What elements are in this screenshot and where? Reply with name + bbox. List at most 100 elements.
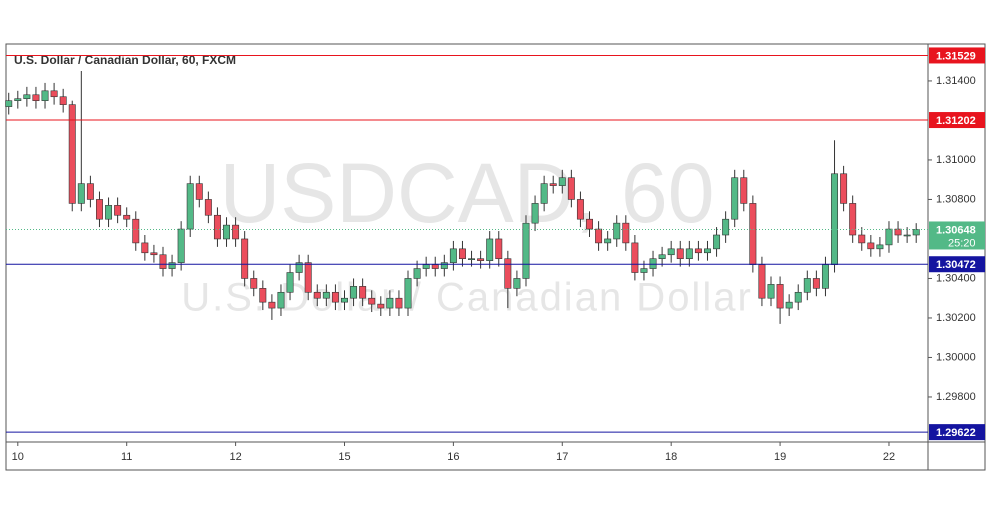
candle-body (259, 288, 267, 303)
candle-body (105, 205, 113, 220)
candle-body (694, 248, 702, 254)
candle-body (331, 291, 339, 303)
y-tick-label: 1.31000 (936, 154, 976, 166)
candle-body (522, 222, 530, 279)
candle-body (767, 284, 775, 299)
candle-body (5, 100, 13, 107)
candle-body (540, 183, 548, 204)
candle-body (676, 248, 684, 260)
candle-body (150, 252, 158, 256)
candle-body (404, 278, 412, 309)
candle-body (803, 278, 811, 293)
candle-body (186, 183, 194, 230)
x-tick-label: 11 (121, 451, 132, 463)
candle-body (486, 238, 494, 261)
candle-body (77, 183, 85, 204)
candle-body (595, 228, 603, 244)
candle-body (386, 297, 394, 309)
candle-body (504, 258, 512, 289)
candle-body (14, 98, 22, 101)
x-tick-label: 22 (883, 451, 895, 463)
candle-body (894, 228, 902, 236)
candle-body (440, 262, 448, 269)
candle-body (531, 203, 539, 224)
candle-body (204, 199, 212, 216)
candle-body (613, 222, 621, 240)
candle-body (50, 90, 58, 98)
candle-body (458, 248, 466, 260)
candle-body (549, 183, 557, 186)
candle-body (132, 218, 140, 244)
candle-body (722, 218, 730, 236)
candle-body (667, 248, 675, 256)
candle-body (68, 104, 76, 204)
candle-body (477, 258, 485, 261)
candle-body (749, 203, 757, 265)
x-tick-label: 18 (665, 451, 677, 463)
candle-body (858, 234, 866, 244)
candle-body (32, 94, 40, 101)
candle-body (277, 291, 285, 309)
countdown: 25:20 (948, 237, 976, 249)
x-tick-label: 17 (556, 451, 568, 463)
plot (5, 71, 920, 324)
candle-body (840, 173, 848, 204)
candle-body (422, 264, 430, 269)
candle-body (95, 199, 103, 220)
candle-body (876, 244, 884, 250)
candle-body (576, 199, 584, 220)
candle-body (232, 224, 240, 240)
candle-body (812, 278, 820, 289)
candle-body (912, 229, 920, 236)
candle-body (586, 218, 593, 230)
candle-body (23, 94, 31, 100)
candle-body (268, 301, 276, 309)
candle-body (885, 228, 893, 246)
candle-body (350, 286, 358, 299)
candle-body (604, 238, 612, 244)
candle-body (713, 234, 721, 250)
candle-body (368, 297, 376, 305)
current-price-box (929, 221, 985, 250)
watermark-subtitle: U.S. Dollar / Canadian Dollar (181, 276, 753, 320)
candle-body (903, 234, 911, 237)
candle-body (831, 173, 839, 265)
y-tick-label: 1.30800 (936, 193, 976, 205)
candle-body (631, 242, 639, 273)
candle-body (731, 177, 739, 220)
candle-body (567, 177, 575, 200)
candle-body (304, 262, 312, 293)
y-tick-label: 1.30200 (936, 312, 976, 324)
candle-body (821, 264, 829, 289)
candle-body (195, 183, 203, 200)
price-label: 1.30472 (936, 259, 976, 271)
candle-body (59, 96, 67, 105)
y-tick-label: 1.30400 (936, 272, 976, 284)
candle-body (640, 268, 648, 273)
candle-body (685, 248, 693, 260)
candle-body (377, 303, 385, 309)
candle-body (223, 224, 230, 240)
candle-body (213, 214, 221, 240)
candle-body (295, 262, 303, 273)
candle-body (658, 254, 666, 260)
price-label: 1.29622 (936, 427, 976, 439)
y-tick-label: 1.30000 (936, 351, 976, 363)
candle-body (558, 177, 566, 186)
candle-body (413, 268, 421, 279)
candle-body (776, 284, 784, 309)
candle-body (123, 214, 131, 220)
candle-body (313, 291, 321, 299)
candle-body (468, 258, 476, 261)
candle-body (86, 183, 94, 200)
candle-body (849, 203, 857, 236)
candle-body (341, 297, 348, 303)
candle-body (649, 258, 657, 269)
candle-body (241, 238, 249, 279)
chart-title: U.S. Dollar / Canadian Dollar, 60, FXCM (14, 53, 236, 67)
watermark: USDCAD, 60 (220, 146, 715, 240)
x-tick-label: 10 (12, 451, 24, 463)
candle-body (41, 90, 49, 101)
candle-body (114, 205, 122, 216)
